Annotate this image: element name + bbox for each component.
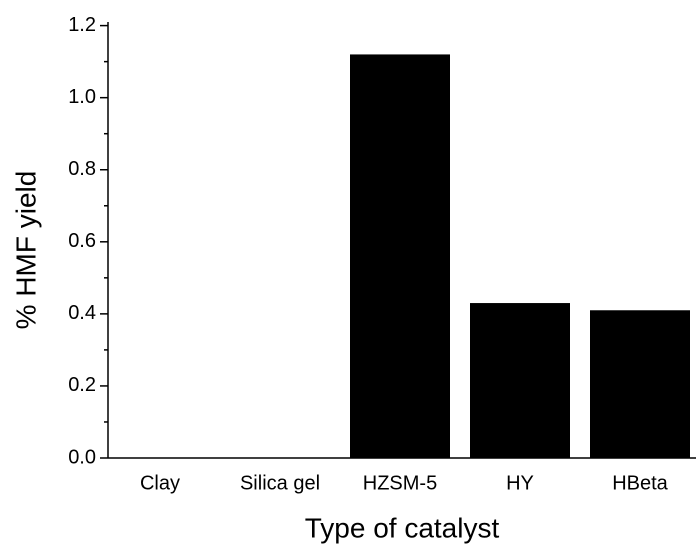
x-tick-label: HBeta (612, 472, 668, 494)
x-tick-label: HY (506, 472, 534, 494)
y-tick-label: 0.2 (68, 374, 96, 396)
y-tick-label: 0.8 (68, 158, 96, 180)
y-tick-label: 1.2 (68, 14, 96, 36)
bar (470, 303, 570, 458)
y-axis-title: % HMF yield (10, 171, 41, 330)
y-tick-label: 0.0 (68, 446, 96, 468)
x-tick-label: HZSM-5 (363, 472, 437, 494)
x-tick-label: Clay (140, 472, 180, 494)
y-tick-label: 0.6 (68, 230, 96, 252)
y-tick-label: 0.4 (68, 302, 96, 324)
bar (350, 54, 450, 459)
bar (590, 310, 690, 458)
y-tick-label: 1.0 (68, 86, 96, 108)
x-tick-label: Silica gel (240, 472, 320, 494)
x-axis-title: Type of catalyst (305, 512, 500, 543)
